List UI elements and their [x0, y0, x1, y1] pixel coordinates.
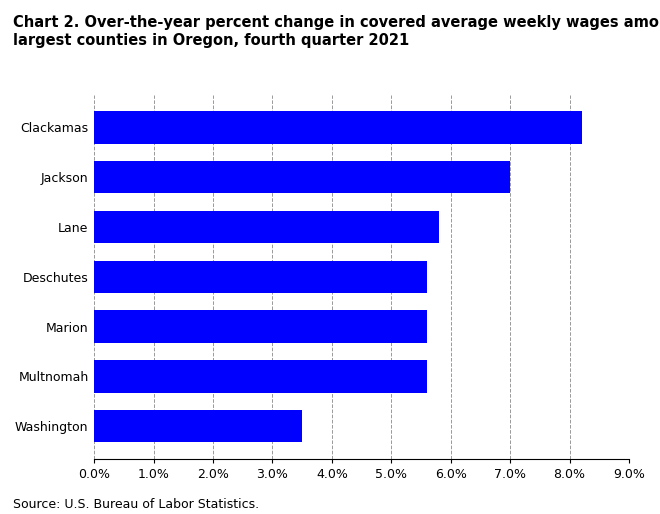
Bar — [94, 111, 581, 143]
Text: Source: U.S. Bureau of Labor Statistics.: Source: U.S. Bureau of Labor Statistics. — [13, 499, 259, 511]
Bar — [94, 360, 427, 393]
Bar — [94, 310, 427, 343]
Bar — [94, 261, 427, 293]
Bar — [94, 211, 439, 243]
Text: Chart 2. Over-the-year percent change in covered average weekly wages among the
: Chart 2. Over-the-year percent change in… — [13, 15, 660, 48]
Bar — [94, 410, 302, 443]
Bar — [94, 161, 510, 193]
